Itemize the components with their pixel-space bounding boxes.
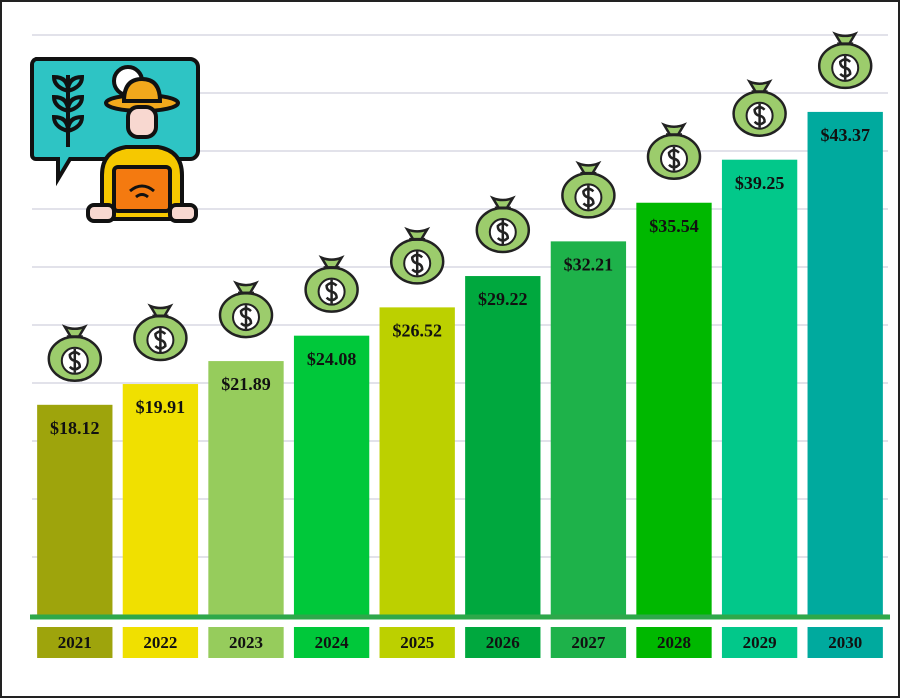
x-tick-label: 2028 [657,633,691,652]
chart: $18.12 2021 $19.91 2022 $21.89 2023 $24.08 2024… [0,0,901,699]
x-tick-label: 2027 [571,633,606,652]
x-tick-label: 2021 [58,633,92,652]
data-label: $39.25 [735,173,785,193]
x-tick-label: 2030 [828,633,862,652]
data-label: $43.37 [820,125,870,145]
data-label: $24.08 [307,349,357,369]
bar [636,203,711,615]
x-tick-label: 2022 [143,633,177,652]
x-tick-label: 2023 [229,633,263,652]
x-tick-label: 2024 [315,633,350,652]
x-tick-label: 2029 [743,633,777,652]
bar [808,112,883,615]
bar [551,241,626,615]
data-label: $19.91 [136,397,186,417]
data-label: $29.22 [478,289,528,309]
data-label: $26.52 [392,320,442,340]
data-label: $32.21 [564,254,614,274]
data-label: $35.54 [649,216,699,236]
x-tick-label: 2026 [486,633,520,652]
bar [465,276,540,615]
data-label: $21.89 [221,374,271,394]
bar [208,361,283,615]
x-tick-label: 2025 [400,633,434,652]
bar [294,336,369,615]
bar [123,384,198,615]
bar [722,160,797,615]
data-label: $18.12 [50,418,100,438]
bar [380,307,455,615]
